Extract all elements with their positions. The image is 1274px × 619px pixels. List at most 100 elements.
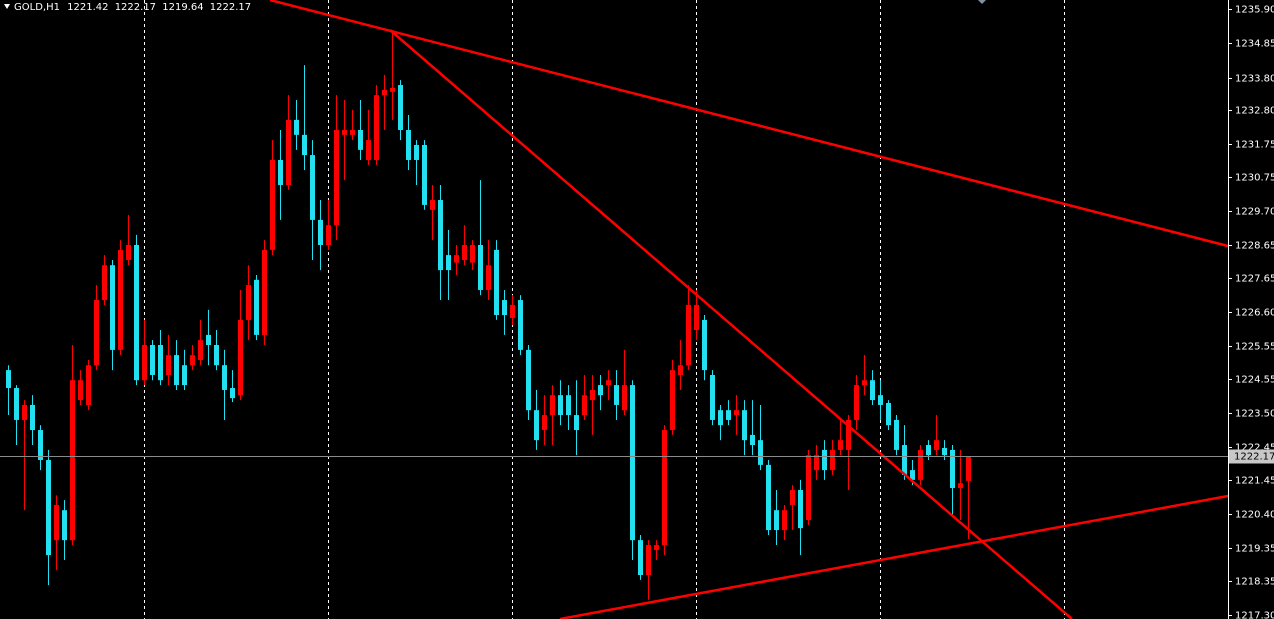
candle-body [694, 304, 699, 331]
candle-body [798, 489, 803, 529]
candle-body [94, 300, 99, 366]
candle-body [646, 545, 651, 576]
candle-body [502, 300, 507, 316]
candle-body [766, 464, 771, 531]
candle-body [542, 415, 547, 431]
candle-body [406, 129, 411, 160]
candle-body [6, 370, 11, 389]
candle-body [198, 340, 203, 360]
candle-body [846, 419, 851, 450]
candle-body [422, 144, 427, 205]
candle-body [854, 385, 859, 420]
candle-body [526, 349, 531, 411]
candle-body [774, 510, 779, 531]
y-tick-label: 1233.80 [1235, 74, 1274, 85]
candle-body [62, 510, 67, 541]
candle-body [310, 155, 315, 220]
candle-body [870, 380, 875, 401]
y-tick-label: 1221.45 [1235, 476, 1274, 487]
candle-body [534, 410, 539, 441]
y-tick-label: 1228.65 [1235, 241, 1274, 252]
candle-body [206, 334, 211, 346]
candle-body [598, 385, 603, 396]
candles [6, 29, 971, 600]
candle-body [742, 410, 747, 441]
candle-body [574, 415, 579, 431]
candle-body [102, 265, 107, 301]
candle-body [782, 510, 787, 531]
candle-body [326, 225, 331, 245]
candle-body [638, 540, 643, 576]
candle-body [86, 365, 91, 405]
candle-body [54, 504, 59, 541]
candle-body [590, 389, 595, 401]
candle-body [446, 255, 451, 271]
trendline [559, 494, 1229, 619]
candle-body [158, 345, 163, 381]
candle-body [302, 134, 307, 156]
candle-body [190, 355, 195, 366]
candle-body [518, 300, 523, 350]
candle-body [46, 460, 51, 556]
candle-body [278, 159, 283, 186]
candle-body [382, 89, 387, 96]
candle-body [14, 388, 19, 420]
last-price-label: 1222.17 [1234, 452, 1274, 463]
candle-body [790, 489, 795, 505]
candle-body [494, 249, 499, 316]
candle-body [750, 434, 755, 446]
scroll-marker [978, 0, 986, 4]
trendline [269, 0, 1229, 248]
y-tick-label: 1217.30 [1235, 611, 1274, 619]
candle-body [558, 395, 563, 416]
candle-body [806, 455, 811, 520]
y-tick-label: 1230.75 [1235, 173, 1274, 184]
candle-body [822, 449, 827, 471]
price-axis-area [1228, 0, 1274, 619]
candle-body [814, 455, 819, 471]
candle-body [374, 95, 379, 160]
candle-body [726, 410, 731, 420]
candle-body [734, 410, 739, 416]
y-tick-label: 1231.75 [1235, 140, 1274, 151]
candle-body [270, 159, 275, 250]
candle-body [286, 119, 291, 186]
candle-body [230, 388, 235, 399]
y-tick-label: 1219.35 [1235, 544, 1274, 555]
trendlines [269, 0, 1229, 619]
header-close: 1222.17 [210, 2, 251, 13]
candle-body [150, 345, 155, 375]
candle-body [334, 129, 339, 226]
candle-body [126, 244, 131, 260]
candle-body [454, 255, 459, 263]
y-tick-label: 1235.90 [1235, 5, 1274, 16]
candle-body [862, 380, 867, 386]
candle-body [470, 244, 475, 263]
candle-body [430, 200, 435, 210]
candle-body [134, 244, 139, 381]
period-separators [144, 0, 1065, 619]
y-tick-label: 1227.65 [1235, 274, 1274, 285]
candle-body [886, 403, 891, 426]
candle-body [838, 440, 843, 450]
symbol-dropdown[interactable] [4, 4, 10, 9]
y-tick-label: 1218.35 [1235, 577, 1274, 588]
candle-body [214, 345, 219, 366]
candle-body [622, 385, 627, 411]
candle-body [262, 249, 267, 335]
candle-body [894, 419, 899, 450]
candle-body [366, 140, 371, 160]
candle-body [350, 129, 355, 135]
candle-body [934, 440, 939, 450]
header-open: 1221.42 [67, 2, 108, 13]
candle-body [614, 385, 619, 405]
candle-body [686, 304, 691, 366]
candle-body [78, 380, 83, 401]
header-low: 1219.64 [162, 2, 203, 13]
candle-body [966, 456, 971, 481]
candle-body [702, 319, 707, 371]
trendline [389, 29, 1073, 619]
